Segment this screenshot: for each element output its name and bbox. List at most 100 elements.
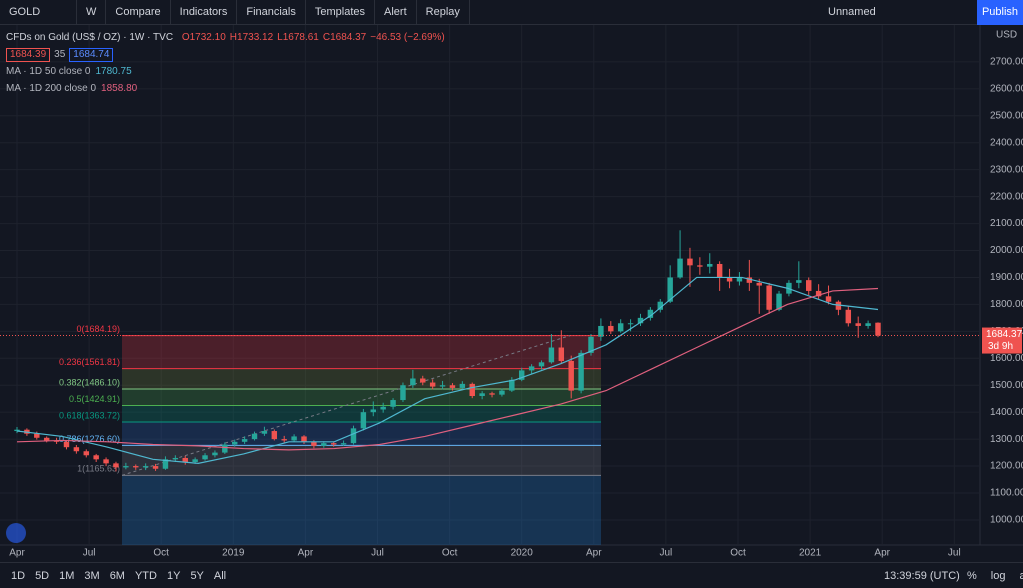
toolbar-button[interactable]: Financials xyxy=(237,0,306,25)
range-button[interactable]: 1M xyxy=(59,569,75,582)
candle-body xyxy=(519,370,525,380)
candle-body xyxy=(796,280,802,283)
candle-body xyxy=(528,366,535,371)
bid[interactable]: 1684.39 xyxy=(6,48,51,62)
candle-body xyxy=(14,429,20,432)
candle-body xyxy=(390,400,396,407)
y-tick-label: 1000.00 xyxy=(990,515,1023,526)
candle-body xyxy=(192,459,198,463)
ask[interactable]: 1684.74 xyxy=(69,48,114,62)
y-tick-label: 1300.00 xyxy=(990,434,1023,445)
spread: 35 xyxy=(54,49,66,60)
y-tick-label: 1100.00 xyxy=(990,488,1023,499)
candle-body xyxy=(568,360,574,391)
toolbar-button[interactable]: Indicators xyxy=(171,0,238,25)
candle-body xyxy=(380,406,386,410)
fib-label: 0.786(1276.60) xyxy=(59,434,120,444)
y-tick-label: 1600.00 xyxy=(990,353,1023,364)
candle-body xyxy=(875,322,881,336)
moving-average xyxy=(16,276,879,464)
indicator: MA · 1D 50 close 0 1780.75 xyxy=(6,63,449,80)
indicator-label: MA · 1D 50 close 0 xyxy=(6,66,91,77)
candle-body xyxy=(281,439,287,441)
x-tick-label: Jul xyxy=(83,548,96,559)
x-tick-label: Oct xyxy=(442,548,458,559)
ohlc: O1732.10 H1733.12 L1678.61 C1684.37 −46.53 (… xyxy=(182,32,449,43)
candle-body xyxy=(311,441,317,446)
options: % log auto xyxy=(960,570,1023,582)
candle-body xyxy=(142,466,149,468)
candle-body xyxy=(736,277,743,282)
ohlc-value: H1733.12 xyxy=(229,32,274,43)
candle-body xyxy=(202,455,208,460)
range-button[interactable]: 5Y xyxy=(190,569,204,582)
toolbar-button[interactable]: Replay xyxy=(417,0,470,25)
range-button[interactable]: 3M xyxy=(84,569,100,582)
candle-body xyxy=(726,277,733,282)
range-button[interactable]: All xyxy=(213,569,227,582)
candle-body xyxy=(617,323,624,332)
y-tick-label: 1500.00 xyxy=(990,380,1023,391)
fib-zone xyxy=(122,335,601,369)
legend: CFDs on Gold (US$ / OZ) · 1W · TVC O1732… xyxy=(6,29,449,97)
candle-body xyxy=(459,383,466,388)
candle-body xyxy=(588,336,594,353)
fib-label: 0.236(1561.81) xyxy=(59,357,120,367)
chart: 1000.00 1100.00 1200.00 1300.00 1400.00 1500.… xyxy=(0,25,1023,559)
toolbar-button[interactable]: Alert xyxy=(375,0,417,25)
symbol[interactable]: GOLD xyxy=(0,0,77,25)
y-tick-label: 1400.00 xyxy=(990,407,1023,418)
candle-body xyxy=(291,436,297,441)
candle-body xyxy=(212,452,218,456)
layout-name[interactable]: Unnamed xyxy=(828,6,876,18)
clock: 13:39:59 (UTC) xyxy=(884,569,960,582)
candle-body xyxy=(113,463,119,468)
candle-body xyxy=(677,258,683,278)
y-tick-label: 1200.00 xyxy=(990,461,1023,472)
candle-body xyxy=(865,323,871,326)
range-button[interactable]: 1Y xyxy=(166,569,181,582)
range-button[interactable]: 6M xyxy=(109,569,125,582)
toolbar-button[interactable]: Compare xyxy=(106,0,171,25)
option-button[interactable]: % xyxy=(967,569,977,582)
option-button[interactable]: auto xyxy=(1019,569,1023,582)
candle-body xyxy=(340,443,347,445)
candle-body xyxy=(162,459,169,469)
x-tick-label: 2019 xyxy=(222,548,245,559)
ranges: 1D 5D 1M 3M 6M YTD 1Y 5Y All xyxy=(0,570,231,582)
candle-body xyxy=(697,265,703,267)
top-toolbar: GOLD W Compare Indicators Financials Templa… xyxy=(0,0,1023,25)
indicator-value: 1858.80 xyxy=(101,83,138,94)
currency: USD xyxy=(996,30,1017,41)
x-tick-label: Jul xyxy=(660,548,673,559)
y-tick-label: 2200.00 xyxy=(990,191,1023,202)
candle-body xyxy=(538,362,545,367)
range-button[interactable]: 5D xyxy=(35,569,50,582)
y-tick-label: 2600.00 xyxy=(990,83,1023,94)
x-tick-label: Apr xyxy=(298,548,314,559)
candle-body xyxy=(182,457,188,463)
candle-body xyxy=(815,290,822,297)
y-tick-label: 2100.00 xyxy=(990,218,1023,229)
candle-body xyxy=(241,439,248,442)
candle-body xyxy=(133,466,139,468)
interval[interactable]: W xyxy=(77,0,107,25)
range-button[interactable]: YTD xyxy=(134,569,157,582)
fib-label: 0.618(1363.72) xyxy=(59,410,120,420)
fib-label: 1(1165.63) xyxy=(77,464,120,474)
fib-zone xyxy=(122,475,601,545)
price-tag xyxy=(982,327,1022,354)
candle-body xyxy=(34,433,40,438)
fib-label: 0(1684.19) xyxy=(76,324,120,334)
y-tick-label: 2400.00 xyxy=(990,137,1023,148)
candle-body xyxy=(83,451,89,456)
candle-body xyxy=(43,437,50,441)
y-tick-label: 2500.00 xyxy=(990,110,1023,121)
range-button[interactable]: 1D xyxy=(11,569,26,582)
publish-button[interactable]: Publish xyxy=(977,0,1023,25)
toolbar-button[interactable]: Templates xyxy=(306,0,376,25)
candle-body xyxy=(479,393,485,397)
option-button[interactable]: log xyxy=(990,569,1006,582)
candle-body xyxy=(271,431,278,440)
